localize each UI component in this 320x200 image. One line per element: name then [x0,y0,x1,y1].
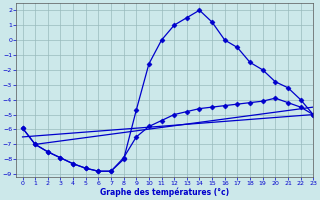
X-axis label: Graphe des températures (°c): Graphe des températures (°c) [100,188,229,197]
